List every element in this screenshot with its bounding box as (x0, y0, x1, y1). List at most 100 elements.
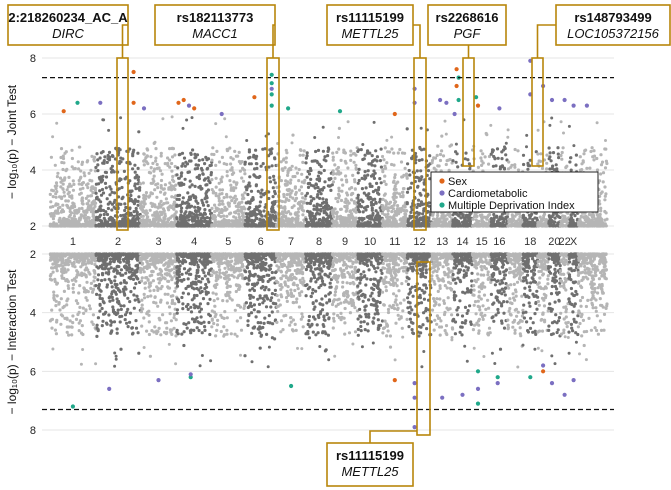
interaction-highlight-point-12 (475, 369, 481, 374)
joint-highlight-point-28 (452, 111, 457, 117)
joint-highlight-point-14 (269, 92, 274, 97)
interaction-y-tick-label: 8 (30, 425, 36, 437)
interaction-chr-15-tail-point (472, 346, 476, 350)
interaction-chr-10-tail-point (371, 341, 375, 345)
callout-gene-label: PGF (454, 26, 482, 41)
joint-highlight-point-3 (131, 69, 136, 75)
interaction-chr-16-tail-point (490, 351, 494, 355)
joint-chr-16-tail-point (504, 141, 508, 145)
chromosome-label-16: 16 (493, 236, 505, 248)
joint-highlight-point-5 (141, 106, 147, 111)
interaction-chr-6-tail-point (267, 345, 271, 349)
chromosome-label-13: 13 (436, 236, 448, 248)
joint-chr-11-tail-point (390, 135, 394, 139)
chromosome-label-20: 20 (548, 236, 560, 248)
joint-highlight-point-15 (269, 103, 274, 108)
joint-chr-20-tail-point (548, 123, 552, 127)
interaction-chr-18-tail-point (533, 347, 537, 351)
interaction-chr-X-points (576, 252, 609, 348)
joint-chr-4-tail-point (190, 116, 194, 120)
callout-box (326, 442, 414, 487)
callout-snp-label: rs148793499 (574, 10, 651, 25)
joint-chr-10-tail-point (372, 120, 376, 124)
interaction-chr-8-points (304, 252, 334, 353)
interaction-chr-9-tail-point (351, 342, 355, 346)
interaction-chr-1-tail-point (79, 362, 83, 366)
legend-box (430, 171, 599, 213)
interaction-chr-2-tail-point (113, 351, 117, 355)
interaction-chr-17-tail-point (516, 365, 520, 369)
interaction-highlight-point-11 (460, 392, 465, 397)
legend-label-cardiometabolic: Cardiometabolic (448, 188, 528, 200)
callout-snp-label: rs2268616 (436, 10, 499, 25)
interaction-chr-2-tail-point (114, 357, 118, 361)
joint-chr-12-tail-point (419, 126, 423, 130)
interaction-highlight-point-0 (70, 404, 75, 409)
joint-chr-5-points (210, 146, 247, 228)
joint-chr-13-tail-point (444, 132, 448, 136)
interaction-chr-18-points (521, 252, 540, 336)
joint-chr-11-points (380, 146, 409, 228)
interaction-chr-16-tail-point (493, 362, 497, 365)
chromosome-label-10: 10 (364, 236, 376, 248)
callout-connector (121, 24, 128, 58)
interaction-chr-21-tail-point (566, 336, 570, 339)
interaction-chr-X-tail-point (584, 358, 588, 362)
interaction-highlight-point-6 (392, 378, 397, 383)
interaction-highlight-point-4 (188, 372, 193, 377)
joint-chr-4-tail-point (181, 126, 185, 130)
chromosome-label-15: 15 (476, 236, 488, 248)
interaction-chr-1-tail-point (51, 347, 55, 351)
joint-chr-10-tail-point (361, 143, 365, 146)
interaction-chr-3-tail-point (167, 342, 171, 346)
interaction-chr-19-tail-point (536, 346, 540, 350)
joint-highlight-point-31 (497, 106, 502, 111)
joint-highlight-point-9 (192, 106, 197, 111)
interaction-chr-7-tail-point (300, 347, 304, 351)
joint-highlight-point-10 (219, 111, 224, 117)
interaction-chr-14-tail-point (463, 344, 467, 348)
interaction-chr-1-tail-point (81, 348, 85, 351)
interaction-highlight-point-2 (156, 378, 161, 383)
interaction-highlight-point-1 (107, 386, 112, 391)
legend: Sex Cardiometabolic Multiple Deprivation… (430, 171, 599, 213)
interaction-plot-area (42, 254, 614, 430)
interaction-chr-4-tail-point (200, 354, 204, 357)
interaction-scatter-points (48, 252, 609, 369)
interaction-chr-7-tail-point (296, 346, 299, 350)
chromosome-label-14: 14 (456, 236, 468, 248)
joint-chr-11-tail-point (385, 138, 389, 142)
interaction-y-tick-label: 4 (30, 308, 36, 320)
joint-chr-7-tail-point (290, 141, 294, 145)
joint-highlight-point-13 (269, 81, 274, 86)
interaction-chr-4-tail-point (198, 364, 202, 368)
joint-chr-18-tail-point (525, 133, 529, 137)
joint-chr-3-tail-point (161, 117, 165, 121)
interaction-chr-2-tail-point (113, 364, 117, 368)
callout-connector (413, 24, 421, 58)
joint-highlight-point-19 (392, 111, 397, 117)
callout-box (7, 4, 129, 46)
joint-chr-17-tail-point (506, 135, 510, 139)
chromosome-label-X: X (570, 236, 578, 248)
interaction-chr-12-tail-point (420, 365, 424, 369)
joint-highlight-point-36 (562, 97, 567, 103)
chromosome-label-9: 9 (342, 236, 348, 248)
interaction-highlight-point-13 (475, 386, 481, 391)
joint-chr-2-tail-point (102, 118, 106, 122)
legend-swatch-cardiometabolic (439, 190, 445, 196)
joint-chr-8-points (304, 146, 335, 228)
interaction-highlight-point-5 (289, 383, 294, 389)
interaction-chr-22-tail-point (574, 340, 578, 344)
interaction-highlight-point-17 (528, 375, 533, 380)
interaction-y-axis-label: − log₁₀(p) − Interaction Test (5, 269, 19, 415)
interaction-chr-18-tail-point (521, 343, 525, 347)
interaction-chr-3-points (138, 252, 179, 358)
interaction-chr-5-tail-point (239, 353, 242, 357)
chromosome-label-4: 4 (191, 236, 197, 248)
interaction-chr-4-points (175, 252, 214, 348)
joint-chr-8-tail-point (321, 125, 325, 129)
interaction-chr-2-tail-point (114, 354, 118, 358)
